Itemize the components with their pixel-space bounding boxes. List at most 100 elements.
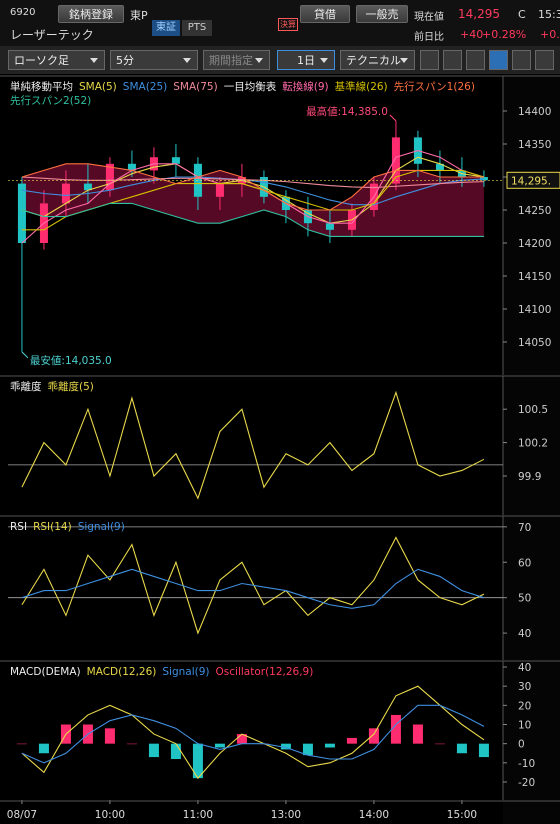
period-select[interactable]: 期間指定	[203, 50, 270, 70]
indicator-line	[21, 568, 485, 609]
x-tick-label: 08/07	[7, 809, 37, 821]
save-icon[interactable]	[512, 50, 531, 70]
candle-body	[83, 183, 92, 191]
legend-entry: 乖離度(5)	[48, 380, 94, 393]
y-tick-label: 14050	[518, 337, 551, 349]
price: 14,295	[458, 7, 500, 21]
split-icon[interactable]	[466, 50, 485, 70]
oscillator-bar	[478, 743, 489, 758]
oscillator-bar	[346, 737, 357, 744]
oscillator-bar	[280, 743, 291, 750]
legend-entry: 基準線(26)	[335, 80, 388, 93]
oscillator-bar	[148, 743, 159, 758]
candle-body	[61, 183, 70, 204]
change-label: 前日比	[414, 32, 444, 43]
market: 東P	[130, 9, 148, 22]
register-button[interactable]: 銘柄登録	[58, 5, 124, 23]
y-tick-label: -20	[518, 777, 535, 789]
oscillator-bar	[38, 743, 49, 754]
legend-entry: 一目均衡表	[224, 80, 277, 93]
oscillator-bar	[412, 724, 423, 744]
annotation-leader	[389, 114, 397, 122]
x-tick-label: 10:00	[95, 809, 125, 821]
span-select[interactable]: 1日	[277, 50, 335, 70]
zoom-icon[interactable]	[443, 50, 462, 70]
stock-code: 6920	[10, 7, 36, 18]
indicator-line	[21, 536, 485, 635]
legend-entry: SMA(75)	[173, 81, 217, 93]
y-tick-label: 14100	[518, 304, 551, 316]
margin-button[interactable]: 貸借	[300, 5, 350, 23]
oscillator-bar	[434, 743, 445, 745]
candle-body	[105, 163, 114, 191]
stock-name: レーザーテック	[10, 28, 94, 42]
y-tick-label: 60	[518, 557, 531, 569]
y-tick-label: 10	[518, 720, 531, 732]
y-tick-label: 99.9	[518, 471, 541, 483]
oscillator-bar	[368, 728, 379, 744]
y-tick-label: -10	[518, 758, 535, 770]
candle-body	[17, 183, 26, 243]
indicator-line	[21, 176, 484, 206]
indicator-line	[21, 163, 484, 211]
y-tick-label: 50	[518, 593, 531, 605]
oscillator-bar	[236, 734, 247, 744]
last-price-box	[506, 171, 560, 189]
y-tick-label: 20	[518, 700, 531, 712]
legend-entry: 先行スパン1(26)	[394, 80, 475, 93]
short-button[interactable]: 一般売	[356, 5, 408, 23]
legend-entry: 先行スパン2(52)	[10, 94, 91, 107]
y-tick-label: 100.2	[518, 438, 548, 450]
oscillator-bar	[170, 743, 181, 759]
y-tick-label: 70	[518, 522, 531, 534]
last-price-label: 14,295.	[511, 175, 551, 187]
indicator-line	[21, 202, 484, 237]
earnings-badge[interactable]: 決算	[278, 18, 298, 31]
oscillator-bar	[302, 743, 313, 756]
legend-entry: RSI	[10, 521, 27, 533]
legend-entry: Signal(9)	[162, 666, 209, 678]
candle-body	[127, 163, 136, 171]
legend-entry: SMA(5)	[79, 81, 117, 93]
y-tick-label: 40	[518, 628, 531, 640]
indicator-line	[21, 704, 485, 764]
y-tick-label: 30	[518, 681, 531, 693]
indicator-line	[21, 390, 485, 500]
indicator-line	[21, 685, 485, 780]
draw-icon[interactable]	[420, 50, 439, 70]
oscillator-bar	[390, 714, 401, 744]
y-tick-label: 14350	[518, 139, 551, 151]
chart-area: 1405014100141501420014250143001435014400…	[0, 74, 560, 824]
chart-kind-select[interactable]: ローソク足	[8, 50, 105, 70]
technical-select[interactable]: テクニカル	[340, 50, 415, 70]
chart-icon[interactable]	[489, 50, 508, 70]
interval-select[interactable]: 5分	[110, 50, 198, 70]
legend-entry: RSI(14)	[33, 521, 72, 533]
y-tick-label: 0	[518, 739, 525, 751]
y-tick-label: 40	[518, 662, 531, 674]
y-tick-label: 14400	[518, 106, 551, 118]
y-tick-label: 14200	[518, 238, 551, 250]
axis-background	[503, 74, 560, 824]
annotation: 最高値:14,385.0	[306, 105, 388, 118]
x-tick-label: 13:00	[271, 809, 301, 821]
annotation: 最安値:14,035.0	[30, 354, 112, 367]
x-tick-label: 15:00	[447, 809, 477, 821]
legend-entry: SMA(25)	[123, 81, 167, 93]
legend-entry: 転換線(9)	[282, 80, 328, 93]
legend-entry: 単純移動平均	[10, 80, 73, 93]
oscillator-bar	[324, 743, 335, 748]
y-tick-label: 14250	[518, 205, 551, 217]
tab[interactable]: PTS	[182, 20, 212, 36]
oscillator-bar	[214, 743, 225, 748]
candle-body	[215, 183, 224, 197]
candle-body	[479, 177, 488, 181]
oscillator-bar	[126, 743, 137, 745]
tab[interactable]: 東証	[152, 20, 180, 36]
candle-body	[435, 163, 444, 171]
x-tick-label: 11:00	[183, 809, 213, 821]
oscillator-bar	[192, 743, 203, 779]
change: +40	[460, 28, 484, 41]
print-icon[interactable]	[535, 50, 554, 70]
